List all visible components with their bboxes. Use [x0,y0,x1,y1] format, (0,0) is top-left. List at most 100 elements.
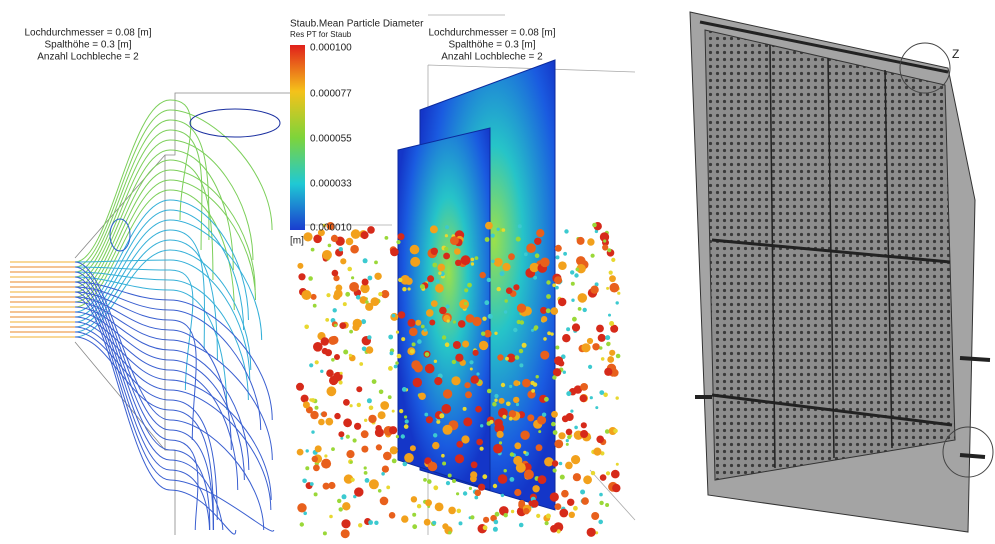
particle [388,366,393,371]
particle [591,254,595,258]
particle [399,409,403,413]
particle [361,430,369,438]
particle [492,402,497,407]
annotation: Anzahl Lochbleche = 2 [441,52,543,63]
particle [580,430,588,438]
particle [605,335,610,340]
particle [591,471,595,475]
particle [339,507,343,511]
particle [567,499,574,506]
particle [417,504,421,508]
particle [581,422,587,428]
legend-tick: 0.000010 [310,223,352,234]
particle [451,376,460,385]
particle [598,334,606,342]
particle [367,398,372,403]
particle [553,430,558,435]
particle [369,406,374,411]
particle [581,497,589,505]
particle [441,454,445,458]
particle [516,403,519,406]
particle [404,424,409,429]
particle [401,515,408,522]
particle [374,521,378,525]
particle [536,375,539,378]
particle [603,239,606,242]
particle [483,517,489,523]
legend-tick: 0.000055 [310,134,352,145]
particle [499,441,502,444]
particle [431,300,438,307]
particle [459,521,463,525]
particle [497,354,503,360]
particle [552,375,556,379]
particle [554,276,562,284]
particle [470,471,477,478]
particle [494,520,499,525]
particle [587,338,593,344]
particle [413,378,422,387]
particle [380,497,389,506]
particle [380,401,389,410]
particle [592,223,597,228]
particle [555,503,562,510]
particle [475,406,482,413]
particle [514,489,521,496]
particle [505,357,509,361]
particle [616,463,619,466]
particle [590,396,593,399]
particle [450,236,459,245]
particle [527,414,534,421]
particle [445,342,450,347]
particle [323,531,327,535]
legend-title: Staub.Mean Particle Diameter [290,19,424,30]
particle [453,320,456,323]
particle [446,305,450,309]
particle [334,354,340,360]
particle [578,293,588,303]
particle [577,237,585,245]
particle [434,360,437,363]
particle [454,248,461,255]
particle [350,404,353,407]
particle [306,449,309,452]
particle [408,319,416,327]
particle [433,433,437,437]
particle [347,267,352,272]
particle [523,451,526,454]
particle [555,245,562,252]
particle [402,387,407,392]
particle [443,253,450,260]
particle [572,323,580,331]
particle [431,248,438,255]
particle [573,473,581,481]
flow-domain [75,93,290,535]
annotation: Lochdurchmesser = 0.08 [m] [24,28,151,39]
particle [337,499,341,503]
particle [546,514,551,519]
particle [470,368,473,371]
particle [383,452,392,461]
particle [465,391,472,398]
particle [497,287,501,291]
particle [588,365,592,369]
particle [304,325,309,330]
particle [487,278,491,282]
particle [321,411,327,417]
particle [502,415,506,419]
particle [526,243,536,253]
particle [519,349,523,353]
particle [378,292,382,296]
particle [438,264,446,272]
particle [343,302,347,306]
particle [351,276,354,279]
particle [487,389,492,394]
particle [609,275,616,282]
particle [312,456,318,462]
particle [410,245,420,255]
particle [345,292,350,297]
perforated-sheet [705,30,955,480]
particle [354,487,363,496]
particle [506,287,513,294]
particle [533,276,537,280]
